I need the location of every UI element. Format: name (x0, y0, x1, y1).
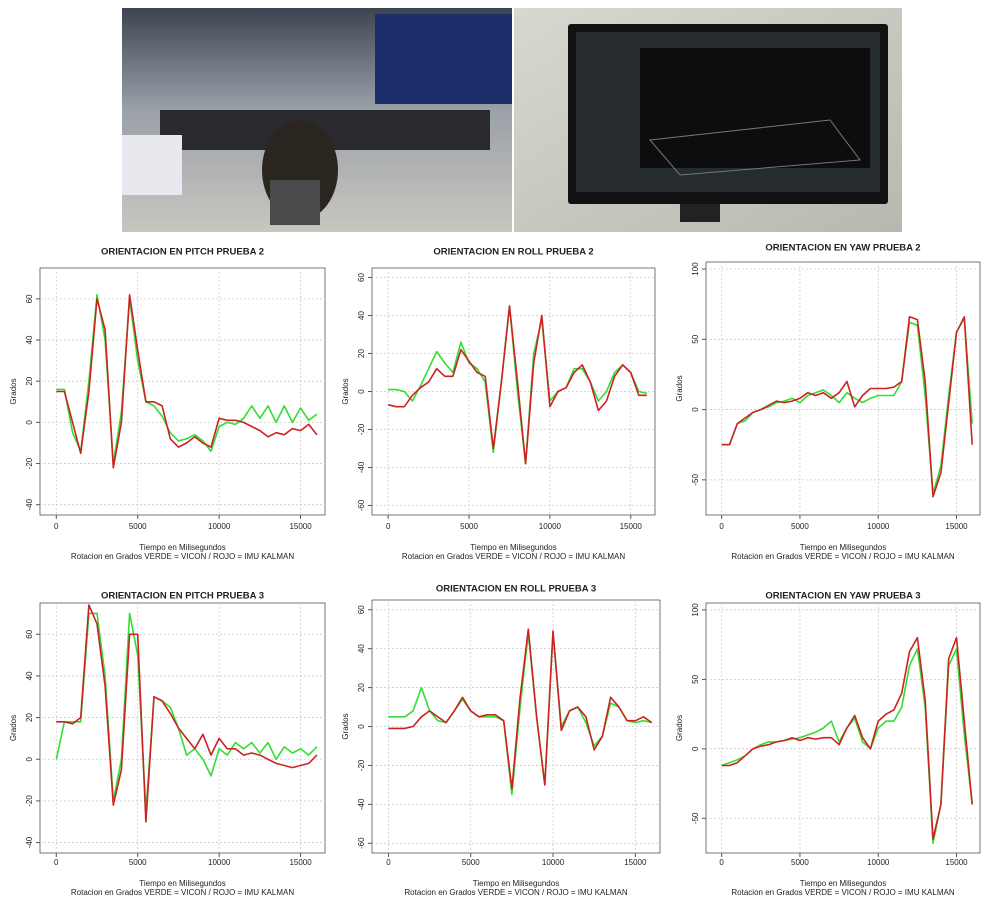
y-tick-label: -20 (357, 423, 366, 435)
y-tick-label: 60 (25, 629, 34, 638)
y-tick-label: -60 (357, 499, 366, 511)
y-tick-label: -50 (691, 812, 700, 824)
chart-panel: ORIENTACION EN PITCH PRUEBA 3 -40 -20 0 20 40… (9, 591, 325, 898)
x-tick-label: 5000 (460, 522, 478, 531)
x-tick-label: 0 (54, 522, 59, 531)
x-tick-label: 15000 (624, 858, 647, 867)
y-tick-label: 20 (25, 376, 34, 385)
y-axis-label: Grados (9, 715, 18, 741)
x-tick-label: 5000 (791, 522, 809, 531)
chart-panel: ORIENTACION EN ROLL PRUEBA 2 -60 -40 -20 0 20… (341, 247, 655, 562)
y-tick-label: 0 (357, 724, 366, 729)
plot-area (40, 268, 325, 515)
chart-subtitle: Rotacion en Grados VERDE = VICON / ROJO … (731, 888, 954, 897)
y-tick-label: 0 (357, 389, 366, 394)
y-axis-label: Grados (9, 378, 18, 404)
x-tick-label: 15000 (289, 858, 312, 867)
x-tick-label: 10000 (867, 522, 890, 531)
x-tick-label: 10000 (208, 858, 231, 867)
y-tick-label: 60 (357, 605, 366, 614)
x-tick-label: 10000 (208, 522, 231, 531)
plot-area (40, 603, 325, 853)
chart-panel: ORIENTACION EN ROLL PRUEBA 3 -60 -40 -20 0 20… (341, 584, 660, 898)
photo-lab (122, 8, 512, 232)
x-tick-label: 5000 (129, 522, 147, 531)
y-tick-label: 100 (691, 262, 700, 276)
chart-title: ORIENTACION EN ROLL PRUEBA 2 (433, 247, 593, 258)
chart-title: ORIENTACION EN YAW PRUEBA 3 (765, 591, 920, 602)
y-tick-label: 0 (691, 746, 700, 751)
x-axis-label: Tiempo en Milisegundos (800, 879, 886, 888)
chart-title: ORIENTACION EN YAW PRUEBA 2 (765, 243, 920, 254)
photo-monitor (514, 8, 902, 232)
y-tick-label: 20 (25, 713, 34, 722)
x-tick-label: 15000 (945, 858, 968, 867)
chart-panel: ORIENTACION EN YAW PRUEBA 3 -50 0 50 100 0 500… (675, 591, 980, 898)
y-tick-label: 40 (25, 671, 34, 680)
x-tick-label: 15000 (289, 522, 312, 531)
y-tick-label: -40 (357, 798, 366, 810)
y-tick-label: 0 (25, 420, 34, 425)
y-tick-label: 60 (25, 294, 34, 303)
x-axis-label: Tiempo en Milisegundos (139, 543, 225, 552)
x-axis-label: Tiempo en Milisegundos (473, 879, 559, 888)
x-tick-label: 5000 (129, 858, 147, 867)
x-axis-label: Tiempo en Milisegundos (139, 879, 225, 888)
y-tick-label: 60 (357, 273, 366, 282)
chart-panel: ORIENTACION EN YAW PRUEBA 2 -50 0 50 100 0 500… (675, 243, 980, 562)
x-tick-label: 0 (386, 858, 391, 867)
chart-title: ORIENTACION EN ROLL PRUEBA 3 (436, 584, 596, 595)
y-tick-label: 100 (691, 603, 700, 617)
chart-title: ORIENTACION EN PITCH PRUEBA 2 (101, 247, 264, 258)
y-tick-label: -40 (25, 836, 34, 848)
chart-subtitle: Rotacion en Grados VERDE = VICON / ROJO … (402, 552, 625, 561)
x-axis-label: Tiempo en Milisegundos (800, 543, 886, 552)
x-tick-label: 0 (719, 858, 724, 867)
x-tick-label: 5000 (791, 858, 809, 867)
figure: ORIENTACION EN PITCH PRUEBA 2 -40 -20 0 20 40… (0, 0, 984, 898)
chart-subtitle: Rotacion en Grados VERDE = VICON / ROJO … (71, 552, 294, 561)
y-tick-label: 40 (25, 335, 34, 344)
y-tick-label: -20 (357, 759, 366, 771)
y-tick-label: 50 (691, 674, 700, 683)
x-tick-label: 10000 (542, 858, 565, 867)
y-axis-label: Grados (675, 375, 684, 401)
chart-title: ORIENTACION EN PITCH PRUEBA 3 (101, 591, 264, 602)
chart-subtitle: Rotacion en Grados VERDE = VICON / ROJO … (404, 888, 627, 897)
y-tick-label: 40 (357, 311, 366, 320)
y-tick-label: -40 (25, 498, 34, 510)
y-tick-label: -20 (25, 795, 34, 807)
x-tick-label: 10000 (867, 858, 890, 867)
y-tick-label: 40 (357, 644, 366, 653)
x-tick-label: 5000 (462, 858, 480, 867)
y-tick-label: -60 (357, 837, 366, 849)
y-tick-label: 0 (25, 756, 34, 761)
chart-panel: ORIENTACION EN PITCH PRUEBA 2 -40 -20 0 20 40… (9, 247, 325, 562)
x-tick-label: 15000 (620, 522, 643, 531)
y-tick-label: 20 (357, 349, 366, 358)
y-tick-label: 50 (691, 334, 700, 343)
chart-subtitle: Rotacion en Grados VERDE = VICON / ROJO … (731, 552, 954, 561)
page: {"chart_data": [ {"type": "line", "title… (0, 0, 984, 898)
y-axis-label: Grados (341, 378, 350, 404)
y-tick-label: 20 (357, 683, 366, 692)
y-tick-label: -50 (691, 474, 700, 486)
x-tick-label: 15000 (945, 522, 968, 531)
x-tick-label: 0 (386, 522, 391, 531)
x-axis-label: Tiempo en Milisegundos (470, 543, 556, 552)
x-tick-label: 10000 (539, 522, 562, 531)
y-tick-label: 0 (691, 407, 700, 412)
y-tick-label: -20 (25, 457, 34, 469)
chart-subtitle: Rotacion en Grados VERDE = VICON / ROJO … (71, 888, 294, 897)
x-tick-label: 0 (719, 522, 724, 531)
y-axis-label: Grados (675, 715, 684, 741)
y-tick-label: -40 (357, 461, 366, 473)
x-tick-label: 0 (54, 858, 59, 867)
y-axis-label: Grados (341, 713, 350, 739)
